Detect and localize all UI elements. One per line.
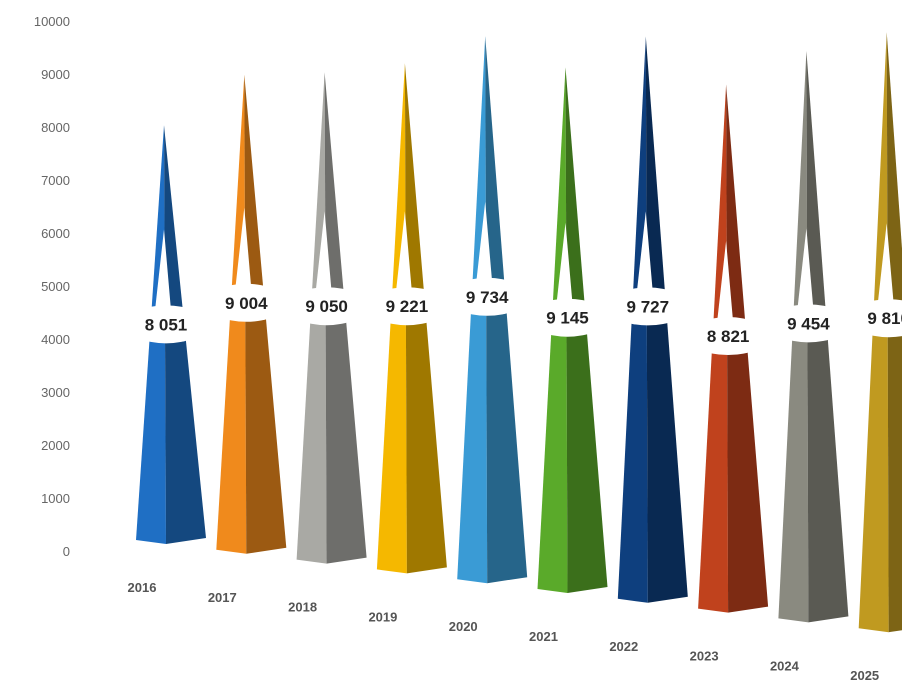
y-tick-label: 8000 [41, 120, 70, 135]
y-tick-label: 4000 [41, 332, 70, 347]
y-tick-label: 3000 [41, 385, 70, 400]
data-label-bubble [848, 299, 902, 338]
y-tick-label: 2000 [41, 438, 70, 453]
y-tick-label: 1000 [41, 491, 70, 506]
bar-label-notch [877, 223, 894, 305]
data-label-bubble [366, 287, 447, 326]
y-tick-label: 10000 [34, 14, 70, 29]
y-tick-label: 9000 [41, 67, 70, 82]
data-label: 9 454 [787, 314, 830, 333]
data-label: 9 810 [867, 309, 902, 328]
data-label: 9 145 [546, 309, 589, 328]
x-tick-label: 2016 [128, 580, 157, 595]
data-label: 9 734 [466, 288, 509, 307]
y-tick-label: 7000 [41, 173, 70, 188]
x-tick-label: 2017 [208, 590, 237, 605]
y-tick-label: 0 [63, 544, 70, 559]
data-label: 9 050 [305, 297, 348, 316]
data-label: 8 051 [145, 315, 188, 334]
data-label-bubble [607, 287, 688, 326]
data-label-bubble [126, 305, 206, 344]
bar-label-notch [315, 211, 332, 293]
data-label-bubble [768, 304, 849, 343]
bar-label-notch [797, 228, 814, 310]
x-axis: 2016 2017 2018 2019 2020 2021 2022 2023 2024 2025 [128, 580, 880, 683]
data-label: 9 727 [627, 297, 670, 316]
x-tick-label: 2019 [368, 609, 397, 624]
bar-label-notch [556, 222, 573, 304]
y-axis: 0 1000 2000 3000 4000 5000 6000 7000 8000 9000 100… [34, 14, 70, 559]
data-label-bubble [206, 283, 287, 322]
y-tick-label: 6000 [41, 226, 70, 241]
x-tick-label: 2020 [449, 619, 478, 634]
bar-label-notch [155, 229, 171, 311]
bar-label-notch [476, 201, 493, 283]
x-tick-label: 2025 [850, 668, 879, 683]
bar-label-notch [395, 211, 412, 293]
bar-label-notch [636, 211, 653, 293]
data-label: 8 821 [707, 327, 750, 346]
data-labels: 8 051 9 004 9 050 9 221 9 734 9 145 9 727 8 821… [126, 277, 902, 356]
x-tick-label: 2022 [609, 639, 638, 654]
data-label: 9 004 [225, 294, 268, 313]
data-label: 9 221 [386, 297, 429, 316]
data-label-bubble [527, 298, 608, 337]
bar-label-notch [235, 207, 252, 289]
x-tick-label: 2018 [288, 600, 317, 615]
bar-label-notch [717, 241, 734, 323]
y-tick-label: 5000 [41, 279, 70, 294]
x-tick-label: 2023 [690, 649, 719, 664]
data-label-bubble [688, 317, 769, 356]
data-label-bubble [447, 277, 528, 316]
data-label-bubble [286, 287, 367, 326]
x-tick-label: 2021 [529, 629, 558, 644]
x-tick-label: 2024 [770, 658, 800, 673]
